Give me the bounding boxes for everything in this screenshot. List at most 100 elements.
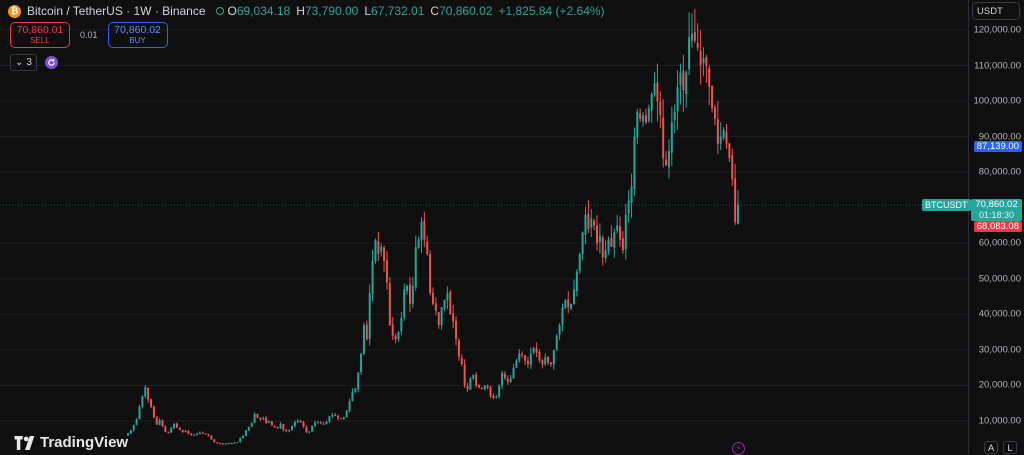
auto-scale-button[interactable]: A <box>984 441 998 454</box>
candle <box>342 416 345 420</box>
candle <box>737 189 739 225</box>
log-scale-button[interactable]: L <box>1003 441 1017 454</box>
candle <box>360 353 363 375</box>
sell-label: SELL <box>30 36 50 45</box>
candle <box>184 429 187 433</box>
watermark-text: TradingView <box>40 434 129 451</box>
price-axis-label: 110,000.00 <box>974 60 1021 72</box>
candle <box>138 404 141 420</box>
candle <box>170 426 173 434</box>
candle <box>607 236 610 255</box>
candle <box>339 417 342 420</box>
candle <box>601 235 604 266</box>
candle <box>302 420 305 428</box>
candle <box>135 418 138 426</box>
candle <box>155 415 158 426</box>
candle <box>665 150 668 167</box>
symbol-price-tag[interactable]: BTCUSDT <box>922 199 971 211</box>
candle <box>262 416 265 421</box>
candle <box>495 395 498 399</box>
candle <box>590 208 593 238</box>
tradingview-watermark[interactable]: TradingView <box>14 434 128 451</box>
candle <box>693 8 696 44</box>
candle <box>244 429 247 437</box>
candle <box>328 415 331 424</box>
candle <box>299 419 302 423</box>
candle <box>247 426 250 432</box>
candle <box>141 395 144 409</box>
candle <box>616 214 619 234</box>
candle <box>144 384 147 399</box>
candle <box>673 104 676 134</box>
candle <box>270 420 273 426</box>
candle <box>190 433 193 436</box>
high-key: H <box>296 4 305 18</box>
indicators-collapse-button[interactable]: ⌄ 3 <box>10 54 37 71</box>
candle <box>316 420 319 424</box>
candle <box>175 422 178 428</box>
price-axis-label: 30,000.00 <box>978 344 1021 356</box>
candle <box>331 412 334 418</box>
candle <box>362 322 365 356</box>
candle <box>253 412 256 424</box>
spread-value: 0.01 <box>80 30 98 40</box>
candle <box>679 63 682 105</box>
candle <box>256 413 259 419</box>
candle <box>521 351 524 358</box>
candle <box>285 428 288 433</box>
candle <box>705 54 708 83</box>
candle <box>682 54 685 112</box>
symbol-title[interactable]: Bitcoin / TetherUS · 1W · Binance <box>27 4 206 18</box>
tradingview-logo-icon <box>14 435 35 450</box>
market-status-icon[interactable] <box>215 7 224 15</box>
low-key: L <box>364 4 372 18</box>
candle <box>273 425 276 428</box>
sell-button[interactable]: 70,860.01 SELL <box>10 22 70 48</box>
candle <box>426 235 429 256</box>
candle <box>636 108 639 145</box>
candle <box>354 387 357 394</box>
candle <box>472 374 475 380</box>
candle <box>365 320 368 341</box>
candle <box>650 91 653 123</box>
candle <box>662 99 665 168</box>
buy-button[interactable]: 70,860.02 BUY <box>107 22 168 48</box>
candle <box>552 349 555 371</box>
pre-market-price-tag: 87,139.00 <box>973 141 1022 152</box>
candle <box>400 311 403 336</box>
candle <box>380 243 383 257</box>
flash-icon[interactable]: ⚡ <box>732 442 745 455</box>
candle <box>469 377 472 391</box>
candlestick-chart[interactable] <box>0 0 968 454</box>
candle <box>699 30 702 85</box>
candle <box>676 70 679 131</box>
buy-label: BUY <box>129 36 146 45</box>
candle <box>549 362 552 368</box>
candle <box>443 299 446 312</box>
candle <box>627 190 630 223</box>
candle <box>207 433 210 437</box>
candle <box>305 425 308 434</box>
candle <box>633 127 636 196</box>
candle <box>702 47 705 76</box>
candle <box>644 108 647 125</box>
candle <box>417 236 420 249</box>
candle <box>501 370 504 390</box>
candle <box>288 429 291 433</box>
candle <box>233 441 236 444</box>
candle <box>489 385 492 398</box>
indicator-controls: ⌄ 3 <box>10 54 58 71</box>
refresh-icon[interactable] <box>44 56 58 69</box>
candle <box>437 311 440 329</box>
candle <box>334 412 337 417</box>
candle <box>610 225 613 247</box>
candle <box>630 173 633 219</box>
candle <box>561 303 564 332</box>
current-price: 70,860.02 <box>975 199 1018 210</box>
candle <box>518 348 521 363</box>
candle <box>446 286 449 310</box>
candle <box>267 420 270 424</box>
candle <box>368 284 371 346</box>
price-axis-label: 10,000.00 <box>978 415 1021 427</box>
currency-select[interactable]: USDT <box>972 2 1020 20</box>
